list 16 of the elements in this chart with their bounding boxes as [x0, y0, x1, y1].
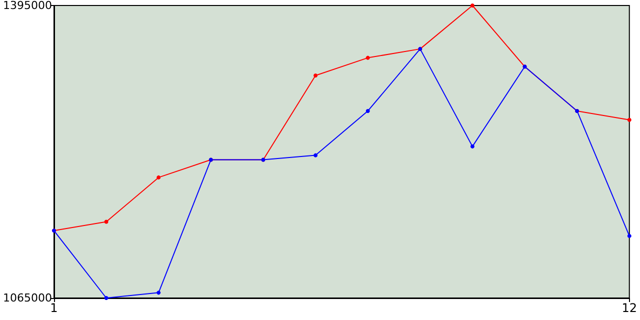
point [470, 4, 474, 8]
y-tick-label: 1065000 [2, 292, 52, 304]
point [104, 296, 108, 300]
point [366, 108, 370, 113]
point [314, 74, 318, 78]
point [470, 144, 474, 148]
point [314, 153, 318, 158]
point [627, 118, 632, 122]
point [627, 234, 632, 238]
point [104, 220, 108, 224]
point [156, 290, 161, 295]
point [366, 56, 370, 60]
x-tick-label: 1 [50, 301, 58, 315]
point [156, 175, 161, 180]
x-tick-label: 12 [622, 301, 638, 315]
y-tick-label: 1395000 [2, 0, 52, 12]
